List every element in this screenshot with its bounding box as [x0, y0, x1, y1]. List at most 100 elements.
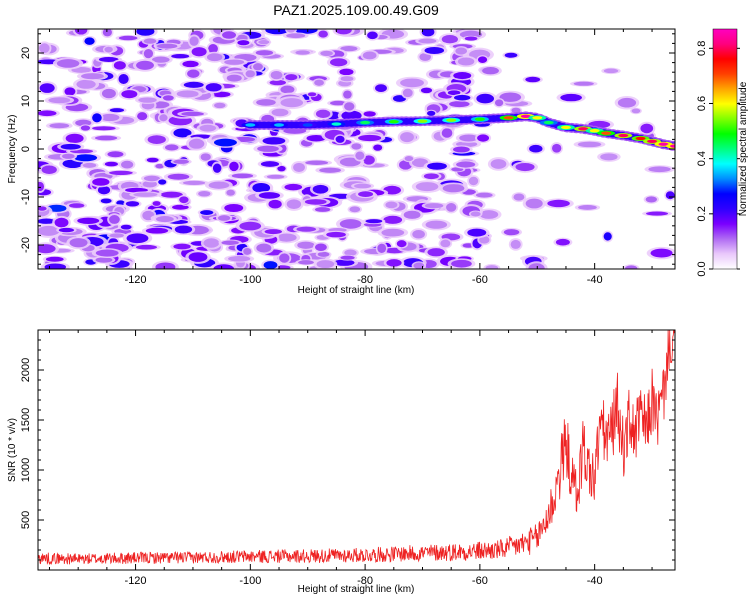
spectrogram-noise-cell	[286, 199, 302, 209]
spectrogram-noise-cell	[295, 50, 310, 55]
spectrogram-noise-cell	[268, 199, 282, 209]
spectrogram-noise-cell	[214, 102, 226, 109]
spectrogram-noise-cell	[160, 191, 183, 198]
spectrogram-noise-cell	[600, 153, 618, 161]
spectrogram-noise-cell	[529, 144, 543, 153]
spectrogram-noise-cell	[319, 167, 342, 173]
spectrogram-y-axis-label: Frequency (Hz)	[7, 115, 18, 184]
spectrogram-noise-cell	[286, 33, 306, 39]
colorbar-label: Normalized spectral amplitude	[738, 81, 749, 216]
spectrogram-noise-cell	[172, 204, 189, 210]
spectrogram-noise-cell	[418, 38, 437, 44]
spectrogram-noise-cell	[203, 238, 220, 248]
spectrogram-noise-cell	[335, 135, 345, 143]
spectrogram-noise-cell	[525, 198, 543, 209]
spectrogram-noise-cell	[121, 90, 138, 99]
spectrogram-noise-cell	[442, 184, 465, 193]
spectrogram-noise-cell	[116, 200, 125, 206]
spectrogram-noise-cell	[665, 191, 675, 200]
spectrogram-noise-cell	[188, 138, 205, 149]
spectrogram-x-tick-label: -40	[587, 274, 603, 286]
spectrogram-noise-cell	[74, 29, 88, 35]
spectrogram-noise-cell	[349, 206, 361, 213]
spectrogram-noise-cell	[198, 190, 211, 197]
snr-x-tick-label: -120	[125, 575, 147, 587]
spectrogram-noise-cell	[320, 50, 333, 56]
spectrogram-noise-cell	[330, 100, 347, 106]
ridge-core	[302, 123, 313, 127]
spectrogram-noise-cell	[363, 111, 376, 117]
spectrogram-noise-cell	[74, 154, 98, 162]
spectrogram-noise-cell	[420, 87, 433, 94]
ridge-core	[670, 144, 675, 148]
snr-x-axis-label: Height of straight line (km)	[298, 584, 415, 595]
spectrogram-noise-cell	[65, 133, 84, 143]
spectrogram-noise-cell	[513, 193, 525, 201]
spectrogram-noise-cell	[285, 74, 298, 81]
spectrogram-noise-cell	[511, 107, 521, 114]
spectrogram-noise-cell	[38, 181, 45, 192]
spectrogram-noise-cell	[237, 40, 250, 46]
spectrogram-noise-cell	[38, 244, 56, 254]
spectrogram-noise-cell	[573, 81, 594, 86]
spectrogram-noise-cell	[494, 99, 504, 107]
spectrogram-noise-cell	[109, 233, 125, 238]
spectrogram-noise-cell	[427, 248, 445, 257]
spectrogram-noise-cell	[415, 182, 439, 192]
spectrogram-noise-cell	[208, 43, 218, 54]
spectrogram-noise-cell	[383, 215, 403, 224]
spectrogram-x-tick-label: -120	[125, 274, 147, 286]
spectrogram-noise-cell	[503, 229, 520, 236]
spectrogram-noise-cell	[358, 134, 382, 142]
spectrogram-noise-cell	[191, 47, 207, 57]
spectrogram-noise-cell	[174, 225, 193, 234]
spectrogram-noise-cell	[316, 260, 335, 269]
spectrogram-noise-cell	[449, 100, 470, 108]
spectrogram-noise-cell	[173, 159, 189, 164]
snr-x-tick-label: -60	[472, 575, 488, 587]
spectrogram-noise-cell	[49, 123, 70, 129]
spectrogram-noise-cell	[38, 206, 47, 211]
spectrogram-noise-cell	[646, 211, 669, 216]
spectrogram-noise-cell	[84, 37, 95, 45]
spectrogram-noise-cell	[152, 201, 161, 206]
spectrogram-noise-cell	[159, 114, 168, 122]
colorbar-tick-label: 0.0	[696, 261, 708, 276]
ridge-core	[543, 120, 554, 125]
spectrogram-noise-cell	[447, 90, 461, 96]
spectrogram-noise-cell	[400, 78, 424, 88]
snr-x-tick-label: -100	[239, 575, 261, 587]
spectrogram-noise-cell	[578, 205, 597, 210]
spectrogram-noise-cell	[577, 141, 602, 148]
spectrogram-noise-cell	[411, 158, 429, 168]
spectrogram-noise-cell	[403, 210, 421, 219]
spectrogram-noise-cell	[555, 238, 570, 246]
spectrogram-noise-cell	[455, 47, 468, 55]
spectrogram-noise-cell	[188, 252, 208, 262]
spectrogram-noise-cell	[340, 45, 358, 52]
spectrogram-noise-cell	[314, 207, 331, 212]
spectrogram-noise-cell	[176, 90, 199, 98]
spectrogram-noise-cell	[351, 143, 362, 150]
snr-x-axis: -120 -100 -80 -60 -40	[48, 330, 653, 587]
spectrogram-noise-cell	[276, 233, 297, 242]
colorbar-axis: 0.0 0.2 0.4 0.6 0.8	[696, 41, 740, 277]
ridge-core	[589, 129, 600, 133]
spectrogram-noise-cell	[297, 241, 315, 249]
spectrogram-signal-ridge	[241, 111, 675, 151]
spectrogram-noise-cell	[245, 70, 255, 78]
spectrogram-noise-cell	[56, 59, 80, 68]
ridge-core	[532, 116, 543, 120]
spectrogram-noise-cell	[339, 157, 361, 167]
spectrogram-noise-cell	[317, 251, 330, 257]
spectrogram-x-tick-label: -80	[357, 274, 373, 286]
spectrogram-noise-cell	[171, 53, 190, 59]
spectrogram-noise-cell	[399, 160, 413, 170]
spectrogram-noise-cell	[109, 108, 125, 113]
spectrogram-noise-field	[38, 29, 675, 269]
spectrogram-x-axis: -120 -100 -80 -60 -40	[48, 29, 653, 286]
colorbar: 0.0 0.2 0.4 0.6 0.8 Normalized spectral ampl…	[696, 28, 749, 277]
spectrogram-noise-cell	[183, 81, 204, 88]
spectrogram-noise-cell	[650, 248, 673, 258]
snr-y-tick-label: 500	[20, 511, 32, 529]
